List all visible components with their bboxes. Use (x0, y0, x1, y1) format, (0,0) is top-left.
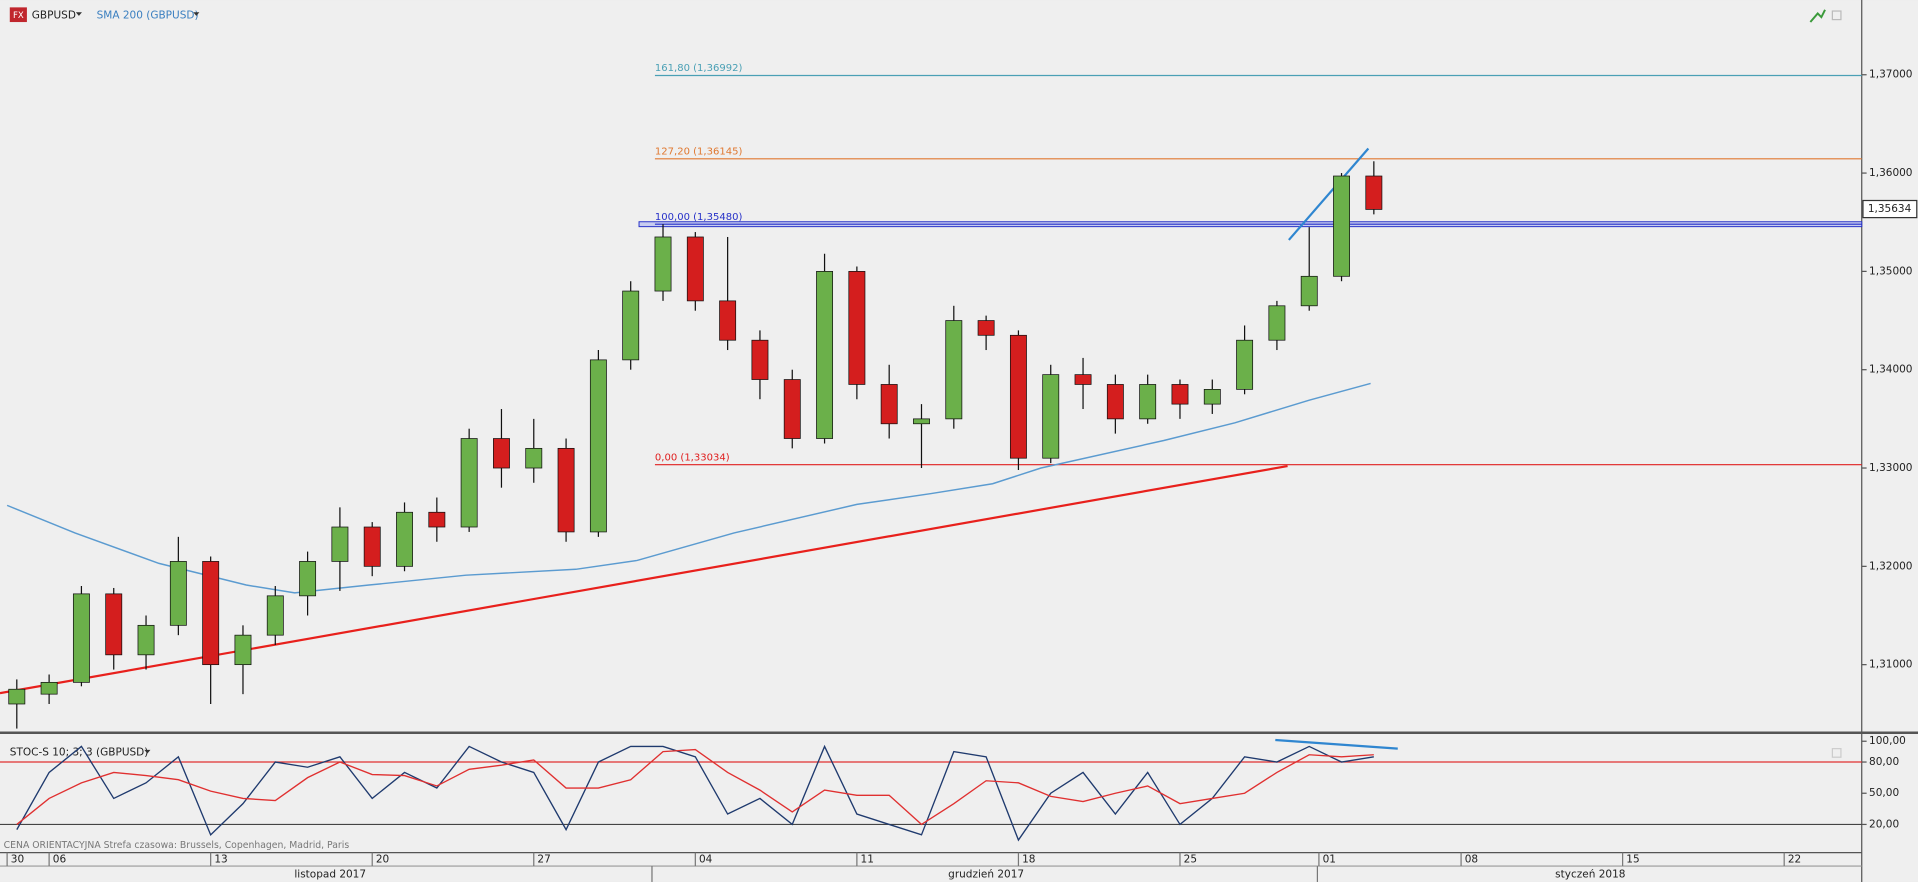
y-tick-label: 1,37000 (1869, 69, 1912, 81)
dropdown-arrow[interactable] (75, 12, 82, 16)
candle-body (169, 561, 187, 626)
oscillator-line (16, 744, 1374, 842)
fib-label: 0,00 (1,33034) (655, 452, 730, 463)
candle-body (525, 447, 543, 469)
candle-body (913, 418, 930, 425)
candle-body (396, 511, 413, 567)
x-tick-label: 01 (1323, 853, 1336, 865)
x-tick-label: 06 (53, 853, 67, 865)
candle-body (8, 688, 26, 705)
y-tick-label: 80,00 (1869, 756, 1899, 768)
x-tick-label: 11 (861, 853, 874, 865)
candle-body (880, 384, 898, 425)
dropdown-arrow[interactable] (144, 749, 151, 754)
candle-body (1106, 384, 1124, 420)
candle-body (1139, 384, 1157, 420)
candle-body (1203, 389, 1221, 405)
last-price-label: 1,35634 (1868, 203, 1912, 215)
candle-body (234, 634, 252, 666)
x-tick-label: 20 (376, 853, 389, 865)
candle-body (40, 681, 58, 695)
candle-body (1365, 175, 1383, 210)
y-tick-label: 1,32000 (1869, 560, 1912, 572)
candle-body (1042, 374, 1060, 459)
candle-body (816, 271, 834, 439)
candle-body (1074, 374, 1092, 385)
trendline (1275, 738, 1398, 750)
x-tick-label: 25 (1184, 853, 1197, 865)
pane-window-icon[interactable] (1831, 748, 1842, 758)
y-tick-label: 20,00 (1869, 818, 1899, 830)
oscillator-name[interactable]: STOC-S 10; 3; 3 (GBPUSD) (10, 746, 149, 758)
sma-line (6, 382, 1371, 594)
y-tick-label: 1,33000 (1869, 462, 1912, 474)
y-tick-label: 1,34000 (1869, 364, 1912, 376)
candle-body (72, 593, 90, 683)
candle-body (202, 561, 220, 666)
candle-body (266, 595, 284, 636)
fib-label: 100,00 (1,35480) (655, 212, 743, 223)
candle-body (363, 526, 381, 567)
candle-body (331, 526, 349, 562)
candle-body (848, 271, 866, 385)
candle-body (977, 320, 995, 336)
symbol-icon-label: FX (13, 11, 24, 21)
last-price-box (1862, 199, 1918, 219)
indicator-name[interactable]: SMA 200 (GBPUSD) (97, 9, 199, 21)
y-tick-label: 1,36000 (1869, 167, 1912, 179)
candle-body (1268, 305, 1286, 341)
candle-body (751, 339, 769, 380)
candle-body (589, 359, 607, 533)
candle-body (105, 593, 123, 656)
x-tick-label: 30 (11, 853, 24, 865)
candle-body (719, 300, 737, 341)
y-tick-label: 50,00 (1869, 787, 1899, 799)
x-tick-label: 27 (537, 853, 550, 865)
candle-body (460, 438, 478, 528)
candle-body (783, 379, 801, 439)
candle-body (1236, 339, 1254, 390)
candle-body (945, 320, 963, 420)
x-tick-label: 13 (214, 853, 227, 865)
fib-label: 127,20 (1,36145) (655, 146, 743, 157)
y-tick-label: 1,35000 (1869, 265, 1912, 277)
fib-label: 161,80 (1,36992) (655, 63, 743, 74)
candle-body (686, 236, 704, 302)
x-tick-label: 22 (1788, 853, 1801, 865)
candle-body (137, 624, 155, 656)
candle-body (493, 438, 510, 469)
x-tick-label: 08 (1465, 853, 1478, 865)
month-label: styczeń 2018 (1555, 869, 1625, 881)
month-label: listopad 2017 (294, 869, 366, 881)
month-label: grudzień 2017 (948, 869, 1024, 881)
candle-body (557, 447, 575, 533)
symbol-icon[interactable] (9, 7, 27, 23)
y-tick-label: 1,31000 (1869, 659, 1912, 671)
trendline (1288, 147, 1370, 241)
candle-body (1300, 275, 1318, 307)
toolbar-window-icon[interactable] (1831, 10, 1842, 21)
candle-body (428, 511, 446, 528)
oscillator-line (16, 748, 1374, 826)
candle-body (1333, 175, 1350, 277)
candle-body (1009, 334, 1027, 459)
toolbar-trend-icon[interactable] (1809, 9, 1826, 23)
y-tick-label: 100,00 (1869, 735, 1906, 747)
x-tick-label: 15 (1626, 853, 1639, 865)
footer-note: CENA ORIENTACYJNA Strefa czasowa: Brusse… (4, 840, 350, 851)
candle-body (1171, 384, 1189, 405)
x-tick-label: 04 (699, 853, 713, 865)
x-tick-label: 18 (1022, 853, 1035, 865)
candle-body (622, 290, 640, 361)
dropdown-arrow[interactable] (193, 12, 200, 16)
candle-body (299, 561, 317, 597)
symbol-name[interactable]: GBPUSD (32, 9, 76, 21)
candle-body (654, 236, 672, 292)
